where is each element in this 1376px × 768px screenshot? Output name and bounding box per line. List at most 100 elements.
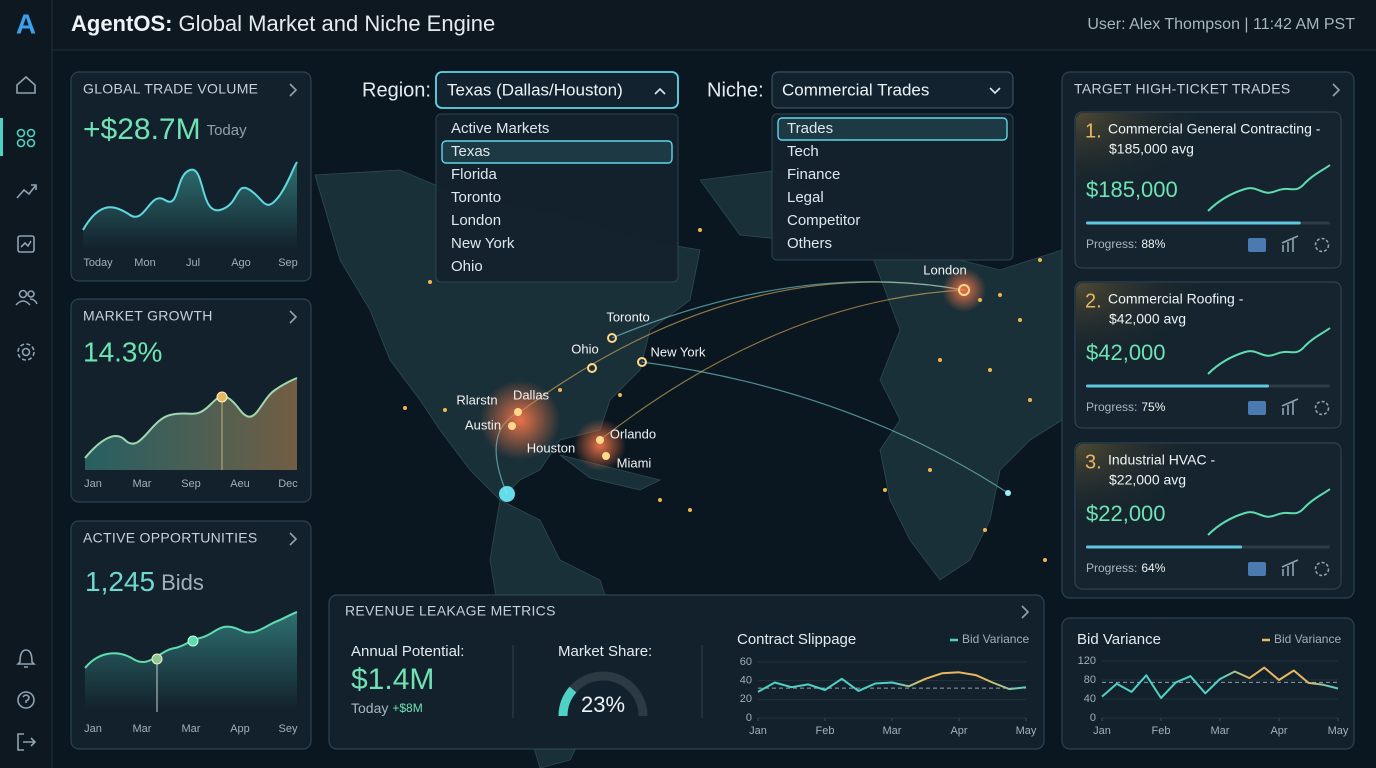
rank: 1.: [1085, 120, 1102, 142]
legend: Bid Variance: [1274, 632, 1341, 646]
caret: [989, 87, 1001, 95]
share-value: 23%: [581, 692, 625, 717]
gauge-fill: [558, 686, 577, 717]
x-tick-label: Jan: [1093, 725, 1111, 737]
value: 1,245: [85, 566, 155, 597]
option[interactable]: Legal: [787, 189, 824, 206]
option[interactable]: Finance: [787, 166, 840, 183]
option[interactable]: Tech: [787, 143, 819, 160]
revenue-panel: REVENUE LEAKAGE METRICS Annual Potential…: [328, 594, 1045, 750]
panel-title: REVENUE LEAKAGE METRICS: [345, 603, 556, 619]
nav-icons[interactable]: [15, 75, 38, 751]
trade-name: $185,000 avg: [1109, 141, 1194, 157]
trade-sparkline: [1207, 327, 1331, 375]
x-label: Jan: [84, 478, 102, 490]
home-icon[interactable]: [16, 75, 36, 94]
card-market-growth[interactable]: MARKET GROWTH 14.3% Jan Mar Sep Aeu Dec: [70, 298, 312, 503]
gear-icon[interactable]: [1314, 561, 1330, 577]
marker: [151, 653, 163, 665]
legend: Bid Variance: [962, 632, 1029, 646]
option[interactable]: London: [451, 212, 501, 229]
progress-text: Progress:: [1086, 237, 1137, 251]
x-label: Mar: [133, 478, 152, 490]
caret: [654, 87, 666, 95]
progress: Progress: 75%: [1086, 400, 1166, 414]
user-info: User: Alex Thompson | 11:42 AM PST: [1087, 16, 1355, 33]
x-label: Sep: [278, 257, 298, 269]
card-opportunities[interactable]: ACTIVE OPPORTUNITIES 1,245 Bids Jan Mar M…: [70, 520, 312, 750]
line-series: [757, 671, 1027, 693]
selected: Commercial Trades: [782, 80, 929, 99]
brand: AgentOS:: [71, 11, 172, 36]
card-value: +$28.7M Today: [83, 113, 247, 146]
map-label: New York: [651, 344, 706, 359]
bell-icon[interactable]: [16, 649, 36, 668]
chart-title: Bid Variance: [1077, 631, 1161, 648]
today-label: Today: [351, 700, 388, 716]
x-label: Mon: [134, 257, 155, 269]
sparkline: [84, 611, 298, 669]
logout-icon[interactable]: [17, 733, 37, 751]
chevron[interactable]: [289, 83, 298, 97]
gear-icon[interactable]: [1314, 237, 1330, 253]
chevron[interactable]: [1021, 605, 1030, 619]
today: Today +$8M: [351, 700, 423, 716]
help-icon[interactable]: [17, 691, 35, 709]
option[interactable]: Texas: [451, 143, 490, 160]
option[interactable]: Active Markets: [451, 120, 549, 137]
today-value: +$8M: [392, 701, 422, 715]
card-title: MARKET GROWTH: [83, 308, 213, 324]
option[interactable]: Others: [787, 235, 832, 252]
map-icon[interactable]: [1248, 562, 1266, 576]
trade-name: Industrial HVAC -: [1108, 452, 1215, 468]
share-label: Market Share:: [558, 643, 652, 660]
settings-icon[interactable]: [17, 343, 35, 361]
map-arcs: [495, 281, 1009, 495]
trends-icon[interactable]: [16, 184, 37, 199]
option[interactable]: Toronto: [451, 189, 501, 206]
map-label: Dallas: [513, 387, 550, 402]
logo[interactable]: A: [16, 8, 36, 39]
x-label: Jan: [84, 723, 102, 735]
y-tick-label: 0: [746, 712, 752, 724]
reports-icon[interactable]: [17, 235, 35, 253]
option[interactable]: Competitor: [787, 212, 860, 229]
region-options: Active Markets Texas Florida Toronto London N…: [435, 113, 679, 283]
chevron[interactable]: [1332, 83, 1341, 97]
chart-icon[interactable]: [1281, 235, 1299, 252]
option[interactable]: New York: [451, 235, 515, 252]
trade-value: $22,000: [1086, 501, 1166, 526]
x-tick-label: May: [1328, 725, 1349, 737]
x-label: Jul: [186, 257, 200, 269]
app-title: AgentOS: Global Market and Niche Engine: [71, 11, 495, 36]
line-series: [1101, 666, 1339, 699]
chart-icon[interactable]: [1281, 559, 1299, 576]
panel-title: TARGET HIGH-TICKET TRADES: [1074, 81, 1291, 97]
map-icon[interactable]: [1248, 401, 1266, 415]
trade-sparkline: [1207, 164, 1331, 212]
map-icon[interactable]: [1248, 238, 1266, 252]
chevron[interactable]: [289, 532, 298, 546]
x-tick-label: Feb: [816, 725, 835, 737]
map-label: Ohio: [571, 341, 598, 356]
users-icon[interactable]: [15, 289, 38, 306]
option[interactable]: Florida: [451, 166, 498, 183]
rank: 3.: [1085, 451, 1102, 473]
map-label: Toronto: [606, 309, 649, 324]
chevron[interactable]: [289, 310, 298, 324]
gear-icon[interactable]: [1314, 400, 1330, 416]
option[interactable]: Trades: [787, 120, 833, 137]
sparkline-area: [85, 612, 297, 710]
dashboard-icon[interactable]: [16, 128, 36, 148]
region-select[interactable]: Texas (Dallas/Houston): [435, 71, 679, 109]
map-label: Orlando: [610, 426, 656, 441]
x-tick-label: Apr: [950, 725, 967, 737]
option[interactable]: Ohio: [451, 258, 483, 275]
x-label: Dec: [278, 478, 298, 490]
selected: Texas (Dallas/Houston): [447, 80, 623, 99]
card-trade-volume[interactable]: GLOBAL TRADE VOLUME +$28.7M Today Today M…: [70, 71, 312, 282]
sparkline-area: [83, 162, 297, 250]
chart-icon[interactable]: [1281, 398, 1299, 415]
niche-select[interactable]: Commercial Trades: [771, 71, 1014, 109]
